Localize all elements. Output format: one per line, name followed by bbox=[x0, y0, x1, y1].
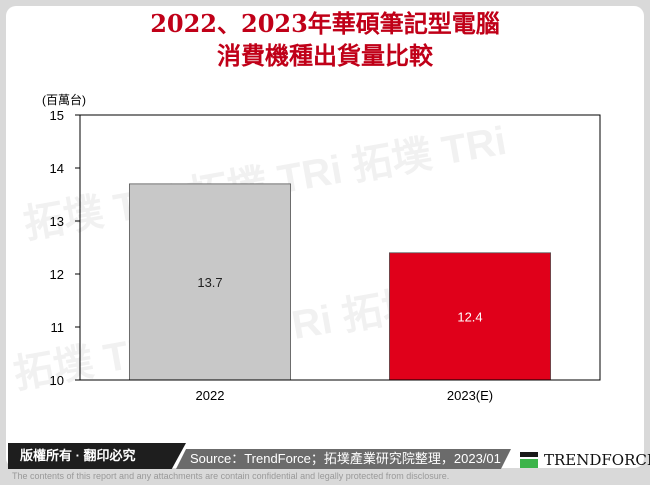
plot-frame bbox=[79, 114, 601, 381]
logo-text: TRENDFORCE bbox=[544, 451, 650, 469]
slide-card bbox=[6, 6, 644, 468]
bar-2023(E) bbox=[388, 252, 551, 381]
trendforce-logo-icon bbox=[520, 452, 538, 468]
x-tick-label: 2023(E) bbox=[447, 388, 493, 403]
title-line-2: 消費機種出貨量比較 bbox=[217, 41, 433, 70]
y-axis-unit: (百萬台) bbox=[42, 92, 86, 107]
y-tick-label: 12 bbox=[50, 267, 64, 282]
y-tick-label: 11 bbox=[51, 320, 65, 335]
y-tick-label: 14 bbox=[50, 161, 64, 176]
title-line-1: 2022、2023年華碩筆記型電腦 bbox=[150, 9, 500, 38]
bar-2022 bbox=[128, 183, 291, 381]
y-tick-label: 13 bbox=[50, 214, 64, 229]
data-label: 12.4 bbox=[457, 309, 482, 324]
trendforce-logo: TRENDFORCE bbox=[520, 450, 650, 470]
y-tick-label: 15 bbox=[50, 108, 64, 123]
copyright-banner: 版權所有 · 翻印必究 bbox=[8, 443, 186, 469]
source-note: Source：TrendForce；拓墣產業研究院整理，2023/01 bbox=[176, 449, 511, 469]
chart-title: 2022、2023年華碩筆記型電腦 消費機種出貨量比較 bbox=[0, 8, 650, 72]
disclaimer: The contents of this report and any atta… bbox=[12, 471, 450, 481]
data-label: 13.7 bbox=[197, 275, 222, 290]
y-tick-label: 10 bbox=[50, 373, 64, 388]
x-tick-label: 2022 bbox=[196, 388, 225, 403]
